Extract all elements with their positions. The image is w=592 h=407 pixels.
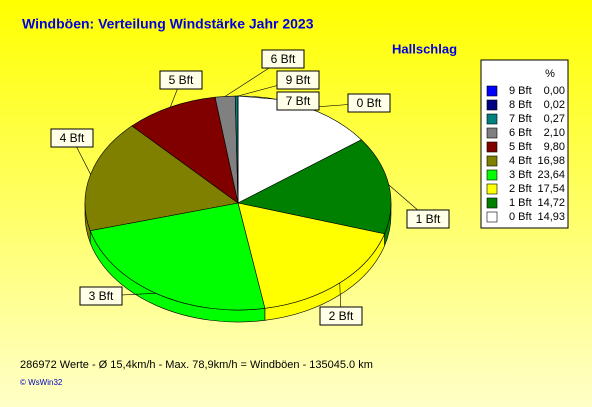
callout-box: [406, 209, 450, 229]
legend-value: 0,02: [544, 99, 565, 111]
callout-box: [261, 49, 305, 69]
callout-label: 3 Bft: [89, 289, 114, 303]
legend-label: 7 Bft: [509, 113, 532, 125]
callout-label: 9 Bft: [286, 73, 311, 87]
callout-label: 5 Bft: [169, 73, 194, 87]
legend-label: 8 Bft: [509, 99, 532, 111]
callout-box: [50, 128, 94, 148]
legend-value: 0,27: [544, 113, 565, 125]
legend-label: 5 Bft: [509, 141, 532, 153]
legend-label: 0 Bft: [509, 211, 532, 223]
callout-box: [276, 70, 320, 90]
legend-value: 17,54: [537, 183, 565, 195]
pie-slice: [237, 139, 392, 235]
legend-label: 2 Bft: [509, 183, 532, 195]
legend-swatch: [486, 127, 498, 139]
legend-value: 0,00: [544, 85, 565, 97]
legend-swatch: [486, 197, 498, 209]
callout-label: 4 Bft: [60, 131, 85, 145]
legend-value: 23,64: [537, 169, 565, 181]
legend-value: 14,93: [537, 211, 565, 223]
legend-swatch: [486, 183, 498, 195]
pie-slice: [89, 202, 266, 311]
legend-swatch: [486, 99, 498, 111]
legend-label: 1 Bft: [509, 197, 532, 209]
legend-value: 14,72: [537, 197, 565, 209]
footer: 286972 Werte - Ø 15,4km/h - Max. 78,9km/…: [20, 359, 373, 371]
chart-subtitle: Hallschlag: [392, 41, 457, 56]
callout-label: 1 Bft: [416, 212, 441, 226]
callout-label: 0 Bft: [357, 96, 382, 110]
legend-label: 3 Bft: [509, 169, 532, 181]
legend-value: 9,80: [544, 141, 565, 153]
legend-title: %: [545, 68, 555, 80]
callout-box: [319, 306, 363, 326]
callout-box: [276, 91, 320, 111]
callout-label: 6 Bft: [271, 52, 296, 66]
copyright: © WsWin32: [20, 378, 63, 387]
callout-label: 2 Bft: [329, 309, 354, 323]
legend-label: 6 Bft: [509, 127, 532, 139]
pie-slice: [237, 202, 385, 309]
legend-swatch: [486, 85, 498, 97]
chart-title: Windböen: Verteilung Windstärke Jahr 202…: [22, 16, 314, 32]
callout-box: [347, 93, 391, 113]
legend-swatch: [486, 141, 498, 153]
legend-label: 9 Bft: [509, 85, 532, 97]
callout-label: 7 Bft: [286, 94, 311, 108]
callout-box: [159, 70, 203, 90]
legend-swatch: [486, 211, 498, 223]
legend-value: 16,98: [537, 155, 565, 167]
legend-swatch: [486, 113, 498, 125]
callout-box: [79, 286, 123, 306]
legend-swatch: [486, 155, 498, 167]
legend-swatch: [486, 169, 498, 181]
legend-label: 4 Bft: [509, 155, 532, 167]
legend-value: 2,10: [544, 127, 565, 139]
